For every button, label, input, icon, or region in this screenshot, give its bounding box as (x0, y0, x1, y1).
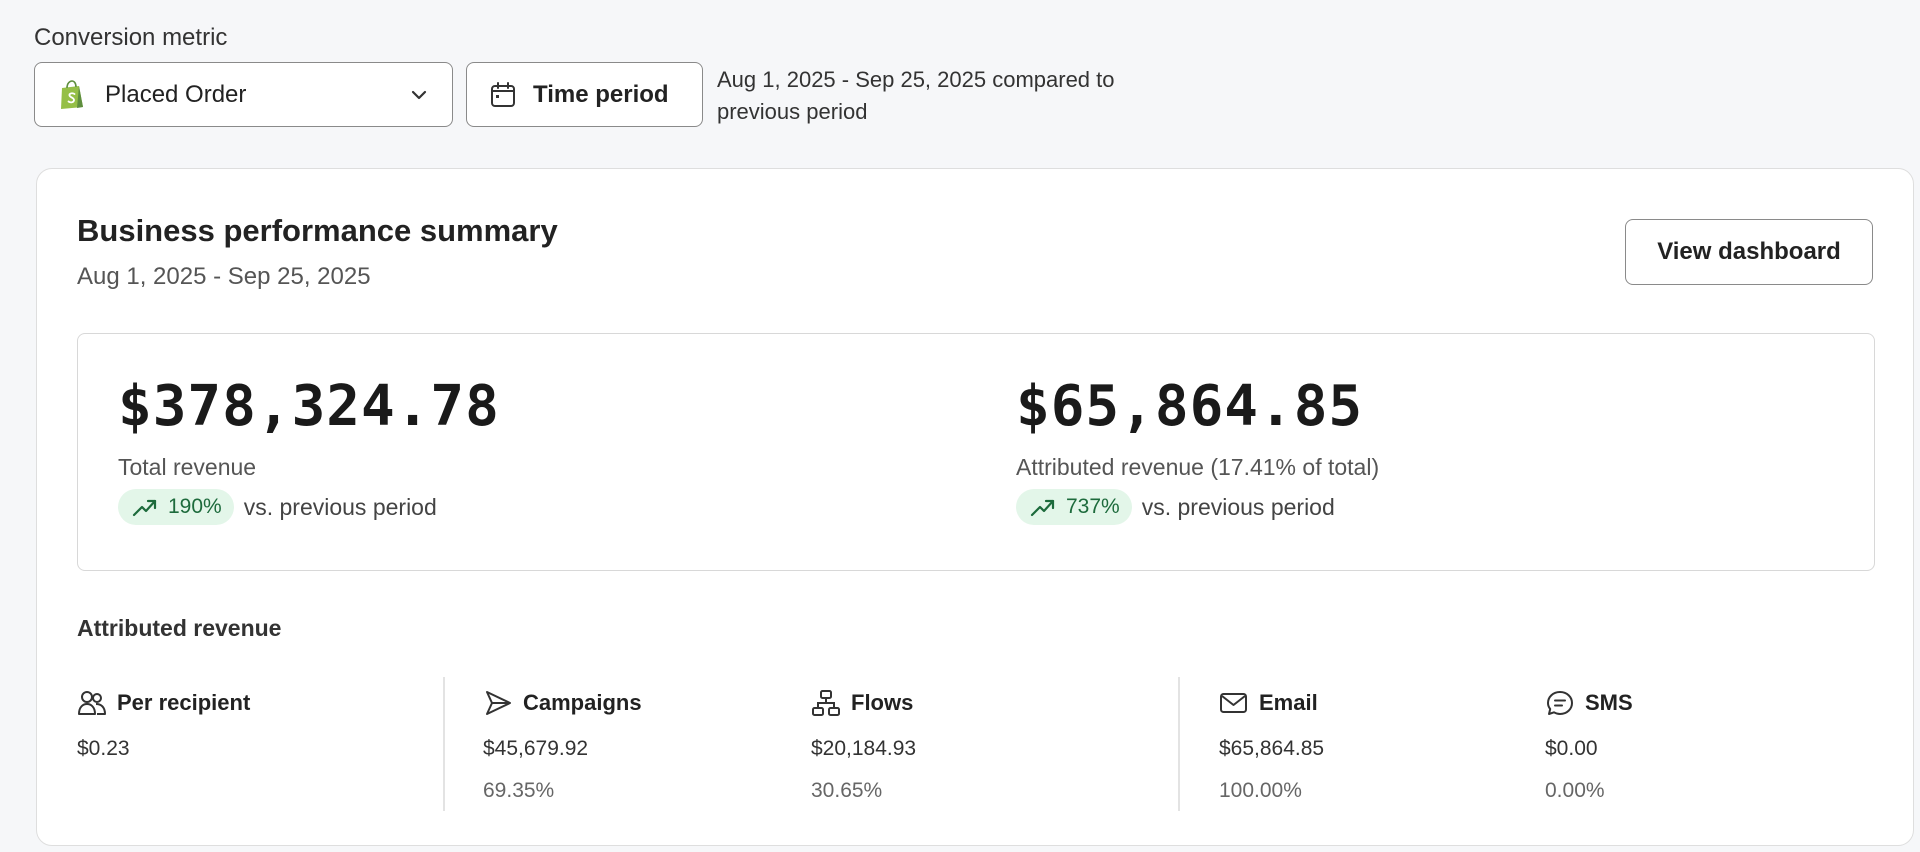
divider (443, 677, 445, 811)
attributed-revenue-change: 737% vs. previous period (1016, 489, 1379, 525)
per-recipient-stat: Per recipient $0.23 (77, 689, 250, 761)
attributed-revenue-block: $65,864.85 Attributed revenue (17.41% of… (1016, 374, 1379, 525)
stat-value: $20,184.93 (811, 737, 917, 760)
stat-label: Email (1259, 690, 1318, 715)
stat-label: SMS (1585, 690, 1633, 715)
sms-stat: SMS $0.00 0.00% (1545, 689, 1633, 803)
change-percent: 190% (168, 495, 222, 518)
flows-stat: Flows $20,184.93 30.65% (811, 689, 916, 803)
change-badge: 737% (1016, 489, 1132, 525)
calendar-icon (489, 81, 517, 109)
mail-icon (1219, 689, 1249, 717)
stat-percent: 69.35% (483, 779, 555, 802)
change-badge: 190% (118, 489, 234, 525)
comparison-text: vs. previous period (243, 493, 437, 520)
people-icon (77, 689, 107, 717)
stat-percent: 30.65% (811, 779, 883, 802)
card-date-range: Aug 1, 2025 - Sep 25, 2025 (77, 263, 371, 290)
total-revenue-amount: $378,324.78 (118, 374, 500, 439)
attributed-revenue-heading: Attributed revenue (77, 615, 282, 641)
trend-up-icon (132, 496, 158, 518)
send-icon (483, 689, 513, 717)
revenue-summary-box: $378,324.78 Total revenue 190% vs. previ… (77, 333, 1875, 571)
stat-percent: 0.00% (1545, 779, 1605, 802)
total-revenue-change: 190% vs. previous period (118, 489, 500, 525)
email-stat: Email $65,864.85 100.00% (1219, 689, 1324, 803)
stat-label: Per recipient (117, 690, 251, 715)
stat-label: Flows (851, 690, 914, 715)
shopify-bag-icon (59, 79, 85, 110)
stat-value: $65,864.85 (1219, 737, 1325, 760)
attributed-revenue-label: Attributed revenue (17.41% of total) (1016, 454, 1380, 480)
trend-up-icon (1030, 496, 1056, 518)
attributed-revenue-amount: $65,864.85 (1016, 374, 1364, 439)
conversion-metric-select[interactable]: Placed Order (34, 62, 453, 127)
stat-label: Campaigns (523, 690, 642, 715)
stat-value: $0.23 (77, 737, 130, 760)
stat-value: $45,679.92 (483, 737, 589, 760)
time-period-button[interactable]: Time period (466, 62, 703, 127)
conversion-metric-value: Placed Order (105, 80, 247, 108)
stat-percent: 100.00% (1219, 779, 1302, 802)
chevron-down-icon (408, 84, 430, 106)
total-revenue-block: $378,324.78 Total revenue 190% vs. previ… (118, 374, 500, 525)
flow-icon (811, 689, 841, 717)
change-percent: 737% (1066, 495, 1120, 518)
view-dashboard-button[interactable]: View dashboard (1625, 219, 1873, 285)
comparison-text: vs. previous period (1141, 493, 1335, 520)
sms-icon (1545, 689, 1575, 717)
card-title: Business performance summary (77, 213, 558, 248)
campaigns-stat: Campaigns $45,679.92 69.35% (483, 689, 642, 803)
stat-value: $0.00 (1545, 737, 1598, 760)
period-description: Aug 1, 2025 - Sep 25, 2025 compared to p… (717, 67, 1115, 124)
conversion-metric-label: Conversion metric (34, 24, 228, 51)
total-revenue-label: Total revenue (118, 454, 257, 480)
time-period-label: Time period (533, 80, 669, 108)
divider (1178, 677, 1180, 811)
business-performance-card: Business performance summary Aug 1, 2025… (36, 168, 1914, 846)
